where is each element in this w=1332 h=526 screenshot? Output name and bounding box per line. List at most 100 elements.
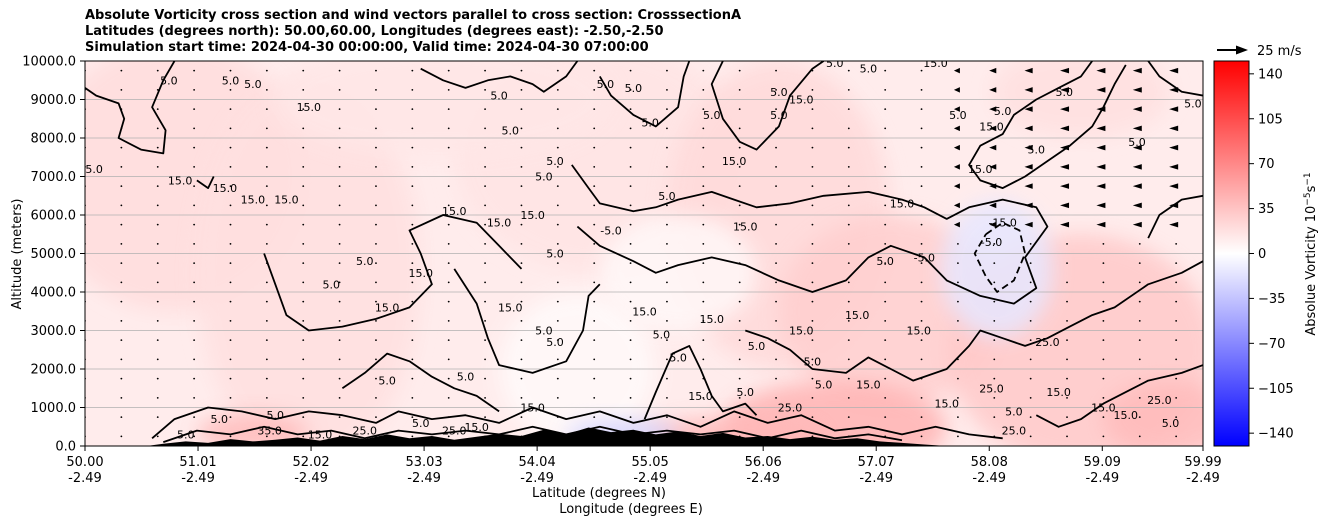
wind-vector-617 [1169,106,1179,112]
contour-label-54: 5.0 [669,351,687,364]
wind-vector-567 [1102,300,1105,303]
contour-label-24: 5.0 [641,117,659,130]
wind-vector-590 [1138,242,1141,245]
wind-vector-217 [447,108,450,111]
x-tick-label-lon-10: -2.49 [1186,471,1220,486]
wind-vector-370 [738,242,741,245]
contour-label-7: 15.0 [241,194,266,207]
wind-vector-260 [556,435,559,438]
wind-vector-231 [484,223,486,226]
x-tick-label-lat-0: 50.00 [66,455,103,470]
wind-vector-98 [229,88,232,91]
wind-vector-380 [775,435,777,438]
wind-vector-355 [702,146,705,149]
wind-vector-283 [593,377,596,380]
colorbar-gradient [1213,60,1250,447]
wind-vector-313 [629,185,632,188]
wind-vector-570 [1102,242,1105,245]
wind-vector-403 [811,377,814,380]
wind-vector-348 [702,281,705,284]
wind-vector-96 [229,127,232,130]
wind-vector-566 [1102,319,1105,322]
wind-vector-315 [629,146,632,149]
wind-vector-563 [1102,377,1105,380]
contour-label-60: 15.0 [845,309,870,322]
wind-vector-443 [884,377,887,380]
wind-vector-73 [193,185,196,188]
wind-vector-215 [447,146,450,149]
wind-vector-47 [156,300,159,303]
wind-vector-75 [193,146,196,149]
wind-vector-307 [629,300,632,303]
wind-vector-184 [411,358,414,361]
wind-vector-121 [302,416,305,419]
wind-vector-487 [957,300,959,303]
contour-label-18: 5.0 [502,124,520,137]
contour-label-22: 5.0 [597,78,615,91]
wind-vector-79 [193,69,196,72]
wind-vector-511 [989,221,997,228]
wind-vector-395 [775,146,777,149]
wind-vector-177 [375,108,377,111]
wind-vector-287 [593,300,596,303]
wind-vector-543 [1066,377,1068,380]
wind-vector-295 [593,146,596,149]
wind-vector-37 [120,108,123,111]
wind-vector-132 [302,204,305,207]
contour-label-10: 5.0 [322,278,340,291]
wind-vector-204 [447,358,450,361]
wind-vector-518 [989,87,997,93]
wind-vector-501 [993,416,996,419]
wind-vector-258 [520,88,523,91]
wind-vector-574 [1096,164,1106,170]
vorticity-blob-14 [991,61,1171,138]
wind-vector-500 [993,435,996,438]
wind-vector-214 [447,165,450,168]
y-tick-label-6: 6000.0 [31,209,77,224]
wind-vector-297 [593,108,596,111]
wind-vector-391 [775,223,777,226]
contour-label-56: 5.0 [748,340,766,353]
wind-vector-578 [1096,87,1106,93]
wind-vector-230 [484,242,486,245]
wind-vector-447 [884,300,887,303]
wind-vector-554 [1060,164,1070,170]
contour-line-5 [263,214,523,332]
wind-vector-175 [375,146,377,149]
wind-vector-359 [702,69,705,72]
y-axis-label: Altitude (meters) [10,199,25,310]
wind-vector-147 [338,300,341,303]
wind-vector-399 [775,69,777,72]
wind-vector-519 [989,67,997,74]
wind-vector-58 [156,88,159,91]
wind-vector-233 [484,185,486,188]
wind-vector-265 [556,339,559,342]
vorticity-blob-1 [196,80,421,446]
wind-vector-239 [484,69,486,72]
x-tick-label-lat-3: 53.03 [405,455,442,470]
contour-label-44: 5.0 [826,57,844,70]
wind-vector-248 [520,281,523,284]
contour-label-11: 15.0 [408,267,433,280]
wind-vector-114 [265,165,268,168]
wind-vector-83 [229,377,232,380]
wind-vector-546 [1066,319,1068,322]
wind-vector-346 [702,319,705,322]
wind-vector-191 [411,223,414,226]
wind-vector-123 [302,377,305,380]
wind-vector-188 [411,281,414,284]
wind-vector-289 [593,262,596,265]
wind-vector-480 [957,435,959,438]
wind-vector-102 [265,396,268,399]
contour-line-0 [85,61,176,155]
wind-vector-129 [302,262,305,265]
wind-vector-296 [593,127,596,130]
wind-vector-172 [375,204,377,207]
wind-vector-61 [193,416,196,419]
wind-vector-284 [593,358,596,361]
wind-vector-525 [1029,339,1032,342]
wind-vector-195 [411,146,414,149]
wind-vector-223 [484,377,486,380]
wind-vector-268 [556,281,559,284]
contour-label-20: 5.0 [546,155,564,168]
